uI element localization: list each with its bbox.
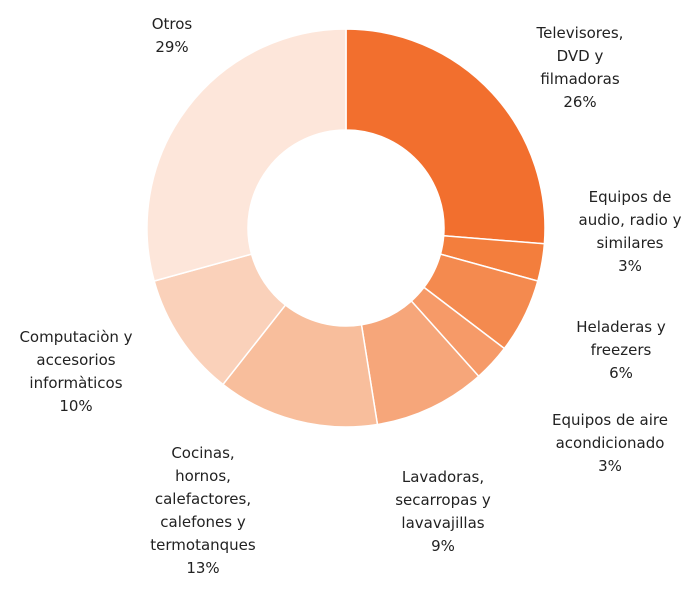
slice-label-line: filmadoras [540, 70, 619, 88]
slice-label-line: Equipos de aire [552, 411, 668, 429]
slice-label-line: Cocinas, [171, 444, 234, 462]
slice-label: Equipos de audio, radio y similares 3% [579, 188, 682, 275]
slice-label: Televisores, DVD y filmadoras 26% [536, 24, 624, 111]
slice-label-line: DVD y [557, 47, 604, 65]
slice-label: Heladeras y freezers 6% [576, 318, 666, 382]
slice-label-line: Computaciòn y [19, 328, 132, 346]
slice-label-line: calefones y [160, 513, 246, 531]
slice-percent-label: 29% [155, 38, 188, 56]
slice-label-line: hornos, [175, 467, 231, 485]
slice-label: Lavadoras, secarropas y lavavajillas 9% [395, 468, 491, 555]
slice-label-line: audio, radio y [579, 211, 682, 229]
slice-label-line: secarropas y [395, 491, 491, 509]
slice-label-line: Otros [152, 15, 193, 33]
slice-label-line: lavavajillas [401, 514, 484, 532]
slice-label: Computaciòn y accesorios informàticos 10% [19, 328, 132, 415]
slice-label-line: Equipos de [589, 188, 672, 206]
slice-label-line: acondicionado [556, 434, 665, 452]
slice-label-line: informàticos [29, 374, 122, 392]
slice-label-line: similares [596, 234, 663, 252]
slice-label: Equipos de aire acondicionado 3% [552, 411, 668, 475]
slice-percent-label: 13% [186, 559, 219, 577]
slice-label-line: accesorios [36, 351, 115, 369]
donut-slice [146, 28, 347, 282]
slice-labels: Televisores, DVD y filmadoras 26% Equipos de… [19, 15, 681, 577]
slice-label-line: freezers [591, 341, 652, 359]
slice-label: Otros 29% [152, 15, 193, 56]
slice-label: Cocinas, hornos, calefactores, calefones y t… [150, 444, 256, 577]
slice-label-line: Lavadoras, [402, 468, 484, 486]
slice-percent-label: 10% [59, 397, 92, 415]
slice-percent-label: 6% [609, 364, 633, 382]
donut-slice [345, 28, 546, 245]
slice-percent-label: 3% [618, 257, 642, 275]
slice-percent-label: 26% [563, 93, 596, 111]
slice-percent-label: 3% [598, 457, 622, 475]
slice-label-line: Heladeras y [576, 318, 666, 336]
slice-label-line: Televisores, [536, 24, 624, 42]
slice-label-line: termotanques [150, 536, 256, 554]
donut-slices [146, 28, 546, 428]
slice-percent-label: 9% [431, 537, 455, 555]
slice-label-line: calefactores, [155, 490, 251, 508]
